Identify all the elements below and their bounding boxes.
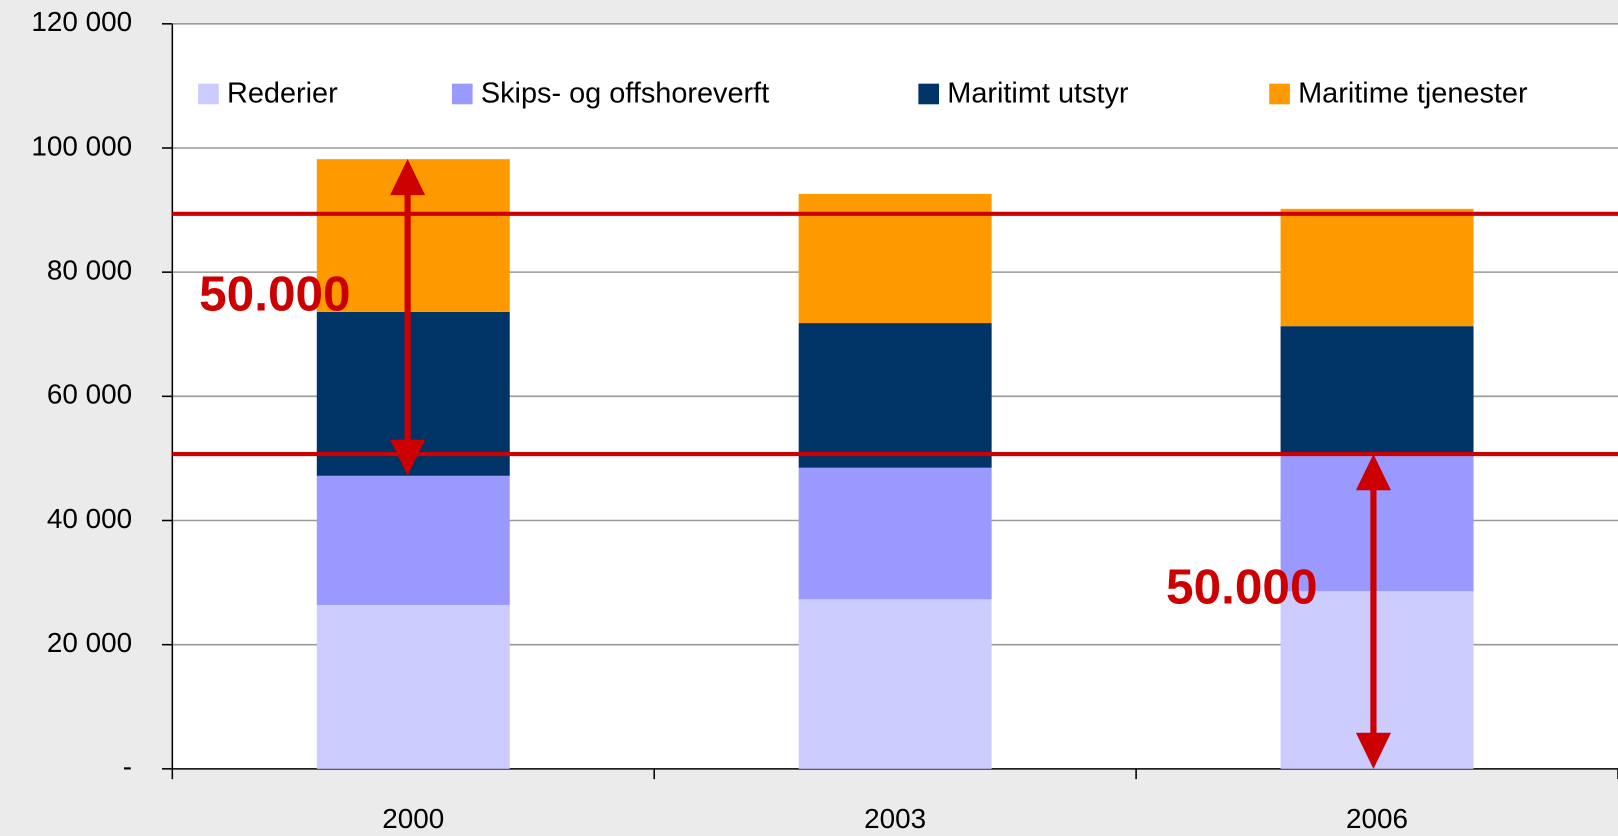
bar-segment [1280, 326, 1474, 456]
legend-swatch [198, 83, 219, 105]
bar-segment [1280, 208, 1474, 327]
legend-label: Maritime tjenester [1298, 78, 1528, 110]
y-tick-label: - [123, 751, 132, 782]
x-tick-label: 2000 [382, 803, 444, 834]
legend-label: Skips- og offshoreverft [481, 78, 769, 110]
bar-segment [798, 467, 992, 600]
annotation: 50.000 [199, 266, 350, 321]
legend-label: Rederier [227, 78, 338, 110]
arrow-head [1355, 732, 1391, 769]
arrow-head [1355, 454, 1391, 491]
legend-label: Maritimt utstyr [947, 78, 1129, 110]
y-tick-label: 120 000 [31, 6, 132, 37]
y-tick-label: 100 000 [31, 130, 132, 161]
annotation: 50.000 [1166, 559, 1317, 614]
legend-swatch [918, 83, 940, 105]
legend-swatch [451, 83, 473, 105]
bar-segment [316, 604, 510, 769]
overlay: Rederier Skips- og offshoreverft Maritimt … [172, 78, 1618, 769]
x-tick-label: 2003 [864, 803, 926, 834]
arrow-head [390, 439, 426, 476]
bars [316, 159, 1474, 769]
bar-segment [316, 475, 510, 605]
x-tick-label: 2006 [1346, 803, 1408, 834]
arrow-head [390, 158, 426, 196]
legend-swatch [1269, 83, 1290, 105]
bar-segment [798, 323, 992, 468]
y-tick-label: 40 000 [47, 503, 132, 534]
y-tick-label: 60 000 [47, 379, 132, 410]
y-tick-label: 20 000 [47, 627, 132, 658]
y-tick-label: 80 000 [47, 255, 132, 286]
bar-segment [798, 599, 992, 769]
